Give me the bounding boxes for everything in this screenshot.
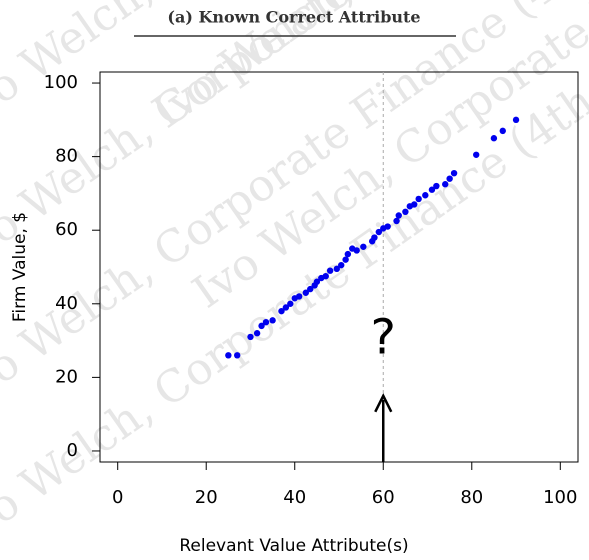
point [411, 201, 418, 208]
x-tick-label: 100 [543, 487, 577, 508]
point [225, 352, 232, 359]
point [375, 228, 383, 236]
point [338, 261, 345, 269]
y-tick-label: 80 [55, 146, 78, 167]
point [342, 256, 349, 263]
point [499, 127, 506, 135]
y-tick-label: 20 [55, 366, 78, 387]
point [442, 181, 449, 188]
point [322, 272, 329, 280]
point [258, 322, 265, 330]
point [287, 300, 294, 307]
point [395, 212, 402, 219]
point [282, 304, 290, 311]
point [234, 352, 241, 359]
x-tick-label: 80 [460, 487, 483, 508]
point [371, 234, 378, 241]
point [313, 278, 321, 285]
point [360, 243, 367, 250]
point [326, 267, 334, 274]
point [415, 195, 422, 203]
annotation: ? [371, 310, 396, 366]
plot-frame [99, 71, 579, 463]
point [344, 250, 352, 258]
y-tick-label: 0 [67, 440, 78, 461]
y-tick-label: 60 [55, 219, 78, 240]
chart-title: (a) Known Correct Attribute [167, 8, 420, 27]
point [450, 169, 458, 177]
x-tick-label: 0 [112, 487, 123, 508]
point [473, 151, 480, 158]
point [307, 285, 314, 293]
y-tick-label: 40 [55, 293, 78, 314]
x-tick-label: 20 [195, 487, 218, 508]
point [278, 307, 285, 315]
point [446, 175, 453, 182]
point [247, 333, 254, 341]
y-tick-label: 100 [44, 72, 78, 93]
point [295, 293, 303, 300]
point [384, 223, 391, 230]
point [262, 318, 270, 326]
point [512, 116, 520, 124]
point [393, 217, 400, 225]
point [490, 135, 498, 142]
point [269, 317, 276, 324]
x-tick-label: 60 [372, 487, 395, 508]
y-axis-label: Firm Value, $ [10, 212, 30, 322]
point [353, 247, 360, 254]
point [302, 289, 310, 296]
x-axis-label: Relevant Value Attribute(s) [179, 536, 408, 556]
point [333, 265, 340, 273]
point [402, 208, 409, 216]
x-tick-label: 40 [283, 487, 306, 508]
point [422, 192, 429, 199]
point [433, 182, 440, 190]
point [253, 330, 261, 337]
arrow-head [374, 392, 393, 413]
point [428, 186, 436, 193]
